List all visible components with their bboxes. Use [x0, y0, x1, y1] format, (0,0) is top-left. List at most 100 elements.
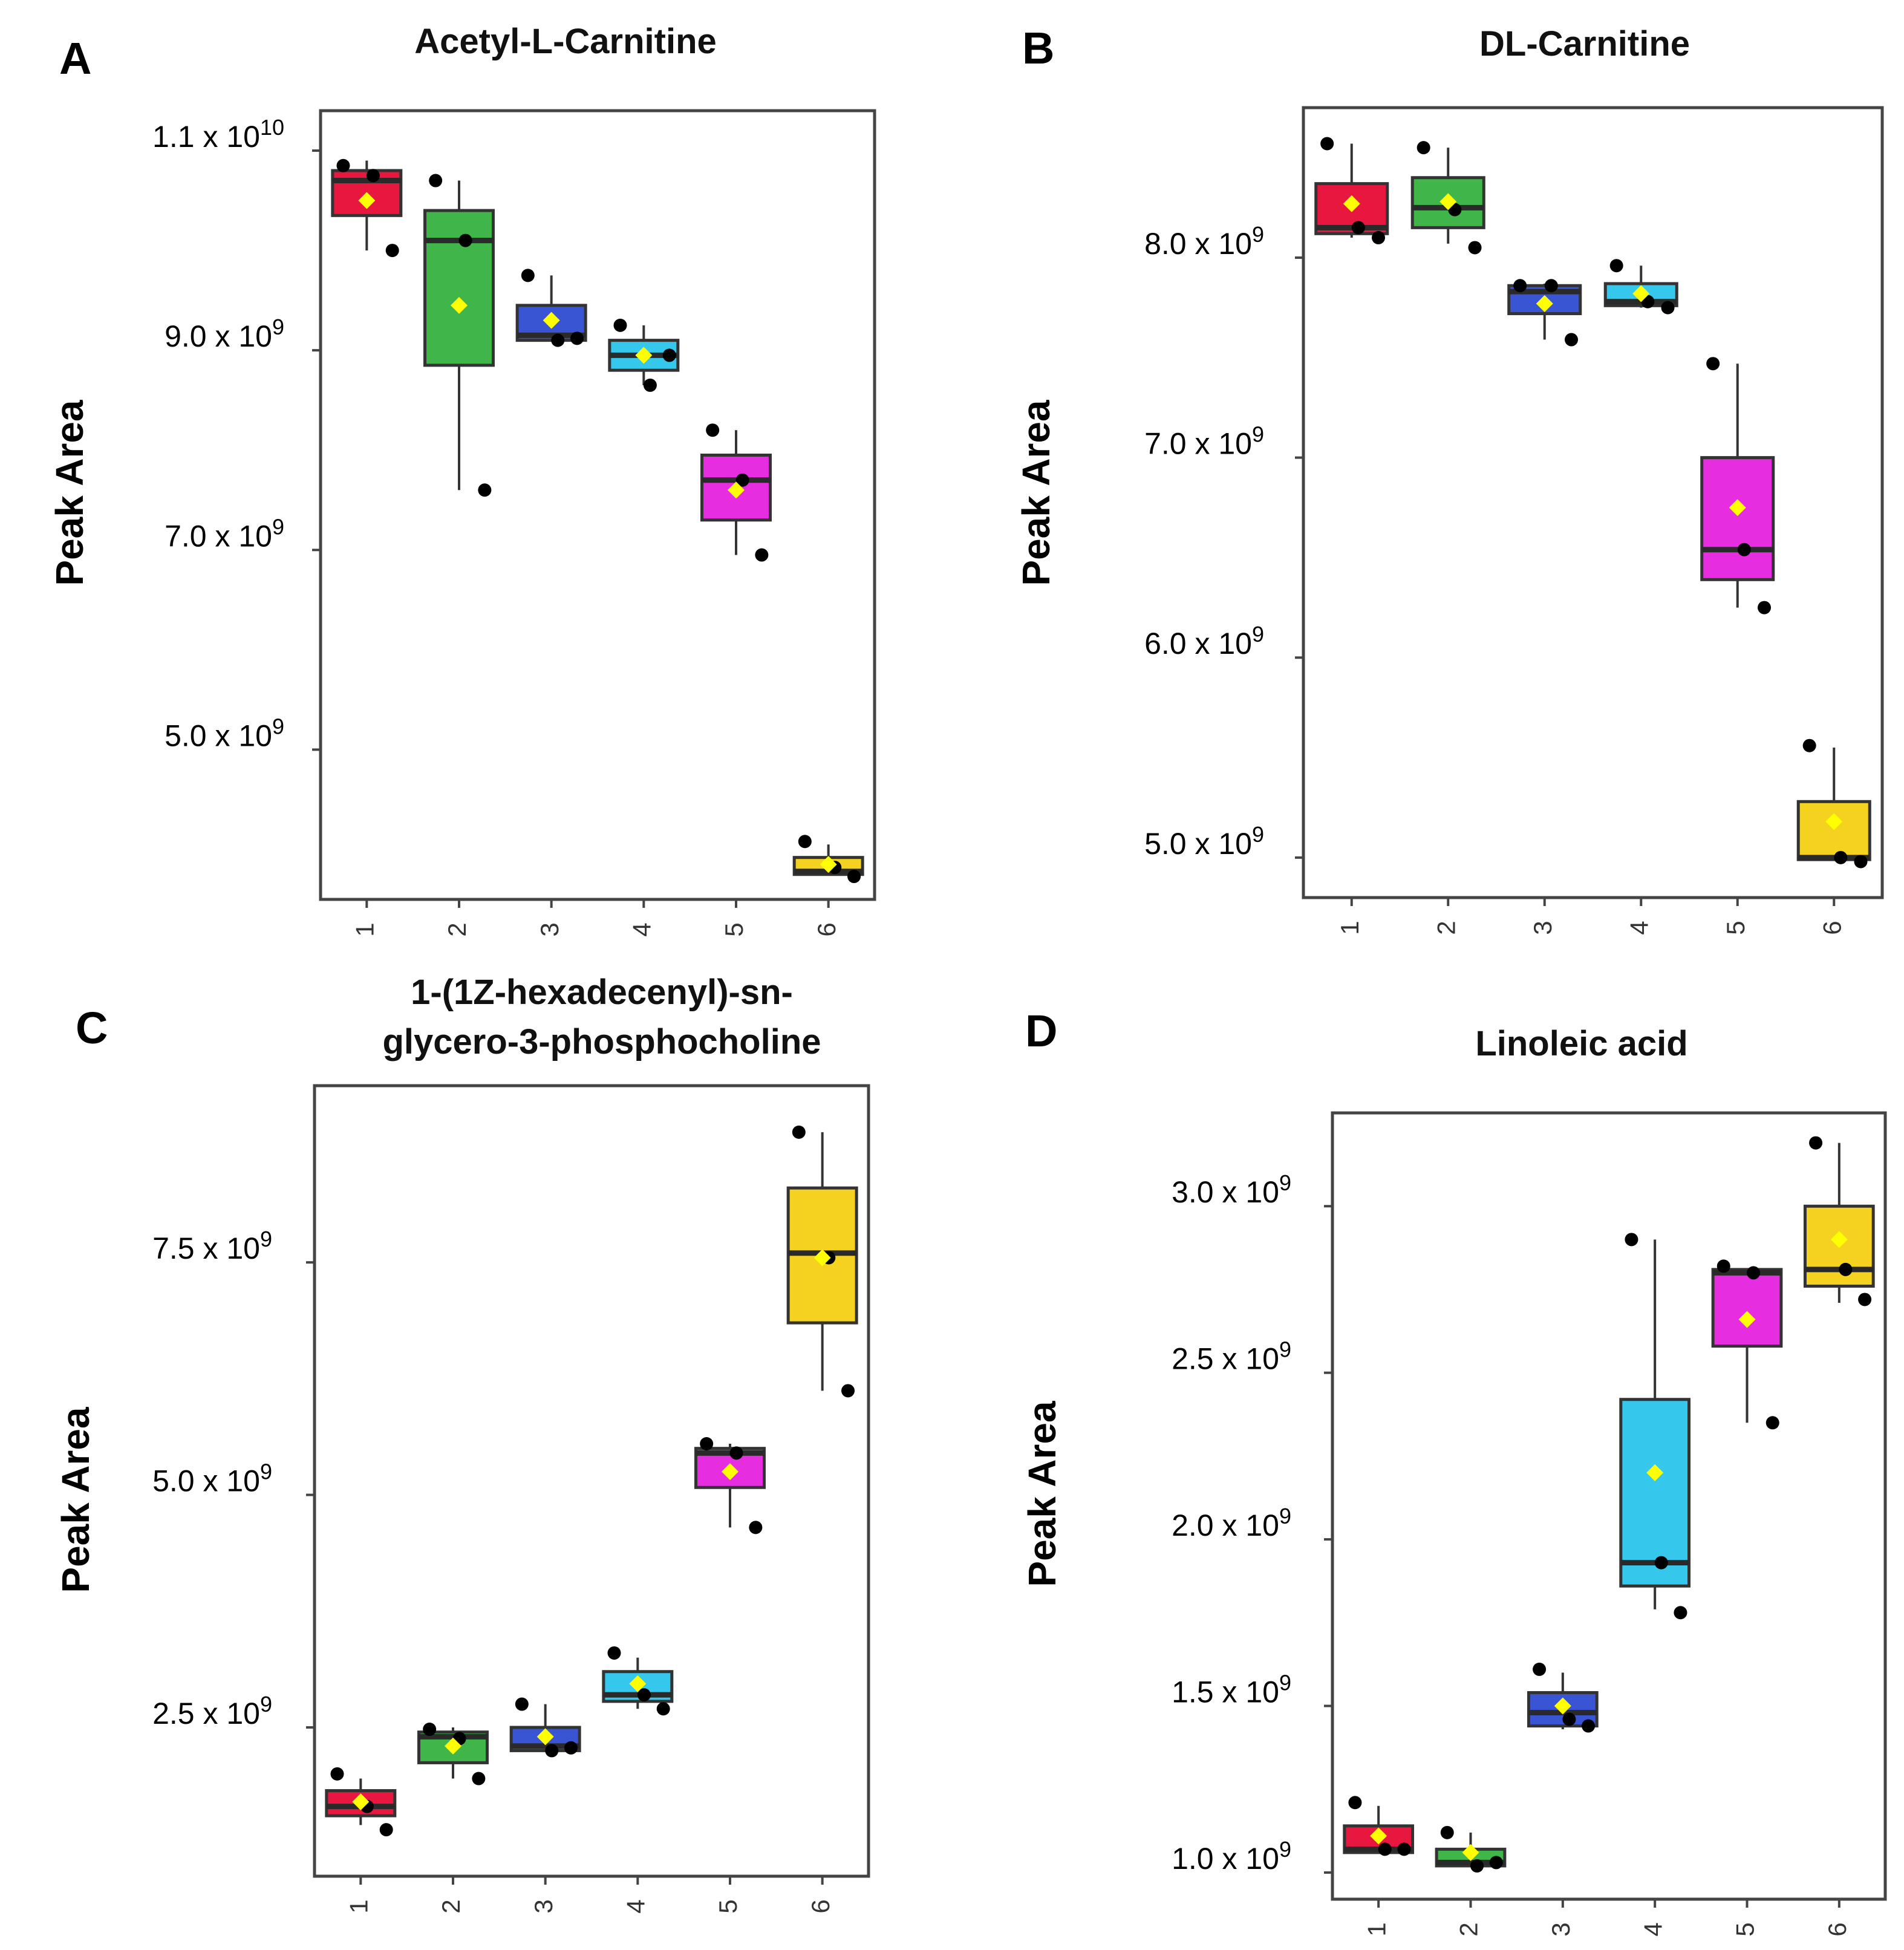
- y-tick-exponent: 9: [260, 1227, 272, 1251]
- mean-marker: [358, 192, 376, 209]
- data-point: [1372, 230, 1386, 244]
- x-tick-label: 3: [529, 1899, 558, 1913]
- x-tick-label: 5: [1731, 1922, 1759, 1936]
- data-point: [1489, 1856, 1503, 1870]
- data-point: [1348, 1796, 1362, 1810]
- mean-marker: [536, 1728, 554, 1746]
- data-point: [472, 1772, 486, 1785]
- y-axis-label: Peak Area: [1014, 400, 1058, 586]
- data-point: [643, 378, 657, 392]
- y-axis-label: Peak Area: [1020, 1401, 1064, 1587]
- mean-marker: [722, 1463, 738, 1481]
- data-point: [545, 1744, 559, 1758]
- y-tick-exponent: 9: [260, 1459, 272, 1484]
- data-point: [429, 174, 443, 188]
- mean-marker: [813, 1249, 831, 1267]
- chart-title: Acetyl-L-Carnitine: [414, 22, 717, 61]
- y-tick-exponent: 9: [1279, 1504, 1291, 1528]
- box: [1700, 456, 1775, 581]
- data-point: [1397, 1842, 1411, 1856]
- x-tick-label: 1: [1335, 921, 1364, 934]
- data-point: [1320, 137, 1334, 151]
- y-tick-label: 7.0 x 109: [1144, 422, 1264, 461]
- mean-marker: [1825, 813, 1843, 830]
- mean-marker: [451, 296, 468, 314]
- mean-marker: [1370, 1827, 1387, 1845]
- y-tick-label: 1.5 x 109: [1172, 1671, 1291, 1709]
- chart-title: glycero-3-phosphocholine: [382, 1022, 821, 1061]
- data-point: [1717, 1259, 1730, 1273]
- data-point: [607, 1646, 621, 1660]
- data-point: [1533, 1662, 1547, 1676]
- y-tick-exponent: 9: [272, 514, 284, 539]
- data-point: [1854, 855, 1868, 869]
- mean-marker: [1646, 1464, 1664, 1481]
- data-point: [1706, 357, 1720, 371]
- box: [1711, 1268, 1783, 1348]
- data-point: [841, 1384, 855, 1398]
- y-tick-label: 7.0 x 109: [165, 514, 284, 553]
- data-point: [613, 318, 627, 332]
- y-tick-label: 3.0 x 109: [1172, 1170, 1291, 1209]
- data-point: [1661, 301, 1675, 315]
- mean-marker: [1536, 295, 1553, 313]
- data-point: [637, 1688, 651, 1702]
- panel-letter: A: [59, 33, 91, 83]
- data-point: [1758, 601, 1772, 615]
- x-tick-label: 6: [1818, 921, 1846, 934]
- panel-b: B DL-Carnitine Peak Area 8.0 x 109 7.0 x 109…: [1014, 23, 1884, 935]
- data-point: [551, 333, 565, 347]
- data-point: [385, 244, 399, 258]
- mean-marker: [1632, 285, 1650, 302]
- data-point: [700, 1436, 714, 1450]
- data-point: [379, 1823, 393, 1837]
- y-tick-label: 2.0 x 109: [1172, 1504, 1291, 1542]
- x-tick-label: 1: [350, 922, 379, 936]
- data-point: [1417, 141, 1430, 155]
- data-point: [515, 1697, 529, 1711]
- x-tick-label: 1: [344, 1899, 373, 1913]
- chart-title: 1-(1Z-hexadecenyl)-sn-: [411, 973, 793, 1012]
- x-tick-label: 4: [1638, 1922, 1667, 1936]
- data-point: [1765, 1416, 1779, 1430]
- data-point: [1470, 1859, 1484, 1873]
- x-tick-label: 2: [437, 1899, 465, 1913]
- chart-title: DL-Carnitine: [1479, 24, 1690, 64]
- x-tick-label: 2: [443, 922, 471, 936]
- data-point: [798, 835, 812, 849]
- box: [1796, 800, 1871, 861]
- y-tick-label: 5.0 x 109: [1144, 822, 1264, 861]
- panel-letter: D: [1025, 1006, 1057, 1056]
- y-tick-exponent: 9: [1252, 622, 1264, 647]
- y-tick-label: 2.5 x 109: [152, 1692, 272, 1730]
- x-tick-label: 4: [627, 922, 656, 936]
- y-tick-label: 7.5 x 109: [152, 1227, 272, 1265]
- mean-marker: [352, 1793, 370, 1810]
- mean-marker: [543, 311, 560, 329]
- y-tick-label: 9.0 x 109: [165, 315, 284, 353]
- y-tick-label: 6.0 x 109: [1144, 622, 1264, 660]
- x-tick-label: 5: [714, 1899, 742, 1913]
- data-point: [1834, 850, 1848, 864]
- y-tick-label: 5.0 x 109: [152, 1459, 272, 1498]
- y-axis-label: Peak Area: [54, 1407, 97, 1593]
- data-point: [735, 473, 749, 487]
- data-point: [1609, 259, 1623, 273]
- data-point: [729, 1446, 743, 1460]
- panel-a: A Acetyl-L-Carnitine Peak Area 1.1 x 1010 9.…: [48, 22, 876, 937]
- mean-marker: [1462, 1844, 1479, 1861]
- y-tick-exponent: 9: [1279, 1837, 1291, 1862]
- data-point: [1582, 1719, 1596, 1733]
- y-tick-exponent: 9: [1252, 422, 1264, 447]
- x-tick-label: 1: [1362, 1922, 1391, 1936]
- y-tick-exponent: 10: [260, 115, 284, 140]
- mean-marker: [1439, 193, 1457, 210]
- data-point: [706, 423, 720, 437]
- data-point: [564, 1741, 578, 1755]
- data-point: [792, 1125, 806, 1139]
- y-tick-exponent: 9: [1279, 1170, 1291, 1195]
- y-tick-label: 1.0 x 109: [1172, 1837, 1291, 1876]
- box: [700, 453, 772, 522]
- x-tick-label: 3: [1528, 921, 1557, 934]
